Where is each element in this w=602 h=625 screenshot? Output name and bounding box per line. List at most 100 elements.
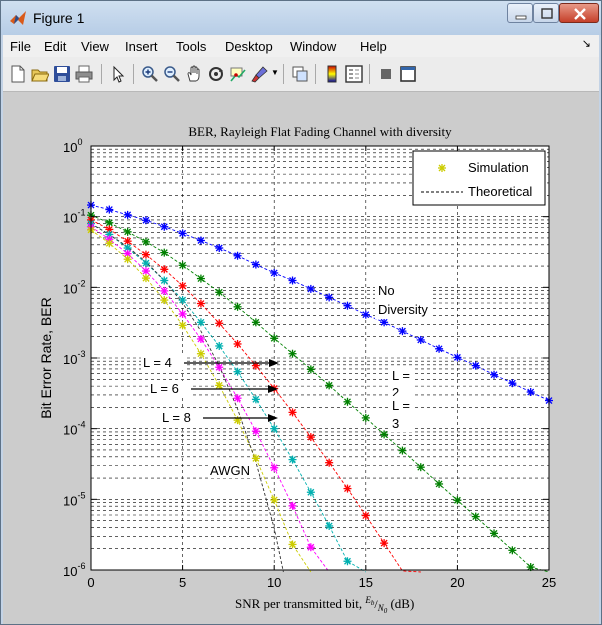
annotation-no-diversity-line1: No	[378, 283, 395, 298]
annotation-l8-arrowhead	[268, 414, 278, 422]
legend-simulation-marker	[438, 164, 446, 172]
marker-stroke	[160, 287, 168, 295]
toolbar-separator	[369, 64, 370, 84]
marker-stroke	[234, 340, 242, 348]
save-icon[interactable]	[53, 65, 71, 83]
marker-stroke	[453, 496, 461, 504]
title-bar[interactable]: Figure 1	[1, 1, 601, 35]
zoom-in-icon[interactable]	[141, 65, 159, 83]
marker-stroke	[234, 252, 242, 260]
marker-stroke	[160, 265, 168, 273]
annotation-l3-line2: 3	[392, 416, 399, 431]
data-point	[288, 276, 297, 285]
grid-lines	[91, 146, 549, 570]
marker-stroke	[307, 365, 315, 373]
marker-stroke	[124, 244, 132, 252]
marker-stroke	[270, 496, 278, 504]
matlab-logo-icon	[10, 11, 26, 25]
data-point	[196, 236, 205, 245]
theoretical-curve-0	[90, 204, 550, 401]
data-point	[105, 239, 114, 248]
data-point	[306, 543, 315, 552]
brush-dropdown-icon[interactable]: ▼	[271, 68, 279, 77]
data-point	[306, 365, 315, 374]
marker-stroke	[417, 336, 425, 344]
data-point	[270, 268, 279, 277]
menu-help[interactable]: Help	[360, 39, 387, 54]
axis-ticks: 0 5 10 15 20 25 100 10-1 10-2 10-3 10-4 10-5 10-6	[63, 137, 556, 590]
data-point	[508, 546, 517, 555]
annotation-l6-bg	[148, 381, 192, 397]
hide-plot-tools-icon[interactable]	[377, 65, 395, 83]
marker-stroke	[215, 244, 223, 252]
print-icon[interactable]	[75, 65, 93, 83]
marker-stroke	[197, 350, 205, 358]
x-tick-label: 15	[359, 575, 373, 590]
data-point	[361, 511, 370, 520]
marker-stroke	[490, 529, 498, 537]
marker-stroke	[105, 206, 113, 214]
new-figure-icon[interactable]	[9, 65, 27, 83]
legend-icon[interactable]	[345, 65, 363, 83]
marker-stroke	[289, 502, 296, 510]
marker-stroke	[289, 540, 296, 548]
link-plot-icon[interactable]	[291, 65, 309, 83]
annotation-l4-bg	[141, 354, 185, 370]
marker-stroke	[325, 459, 333, 467]
data-point	[196, 334, 205, 343]
x-tick-label: 10	[267, 575, 281, 590]
data-point	[141, 250, 150, 259]
zoom-out-icon[interactable]	[163, 65, 181, 83]
marker-stroke	[344, 557, 351, 565]
menu-window[interactable]: Window	[290, 39, 337, 54]
data-point	[215, 341, 224, 350]
marker-stroke	[344, 302, 351, 310]
annotation-l8-label: L = 8	[162, 410, 191, 425]
data-point	[178, 309, 187, 318]
data-point	[306, 433, 315, 442]
menu-file[interactable]: File	[10, 39, 31, 54]
minimize-button[interactable]	[507, 3, 533, 23]
colorbar-icon[interactable]	[323, 65, 341, 83]
pointer-icon[interactable]	[109, 65, 127, 83]
annotation-l6-arrowhead	[268, 385, 278, 393]
marker-stroke	[197, 300, 205, 307]
marker-stroke	[527, 563, 535, 571]
close-button[interactable]	[559, 3, 599, 23]
marker-stroke	[344, 485, 351, 493]
menu-desktop[interactable]: Desktop	[225, 39, 273, 54]
open-file-icon[interactable]	[31, 65, 49, 83]
x-axis-label-den: N	[377, 603, 385, 613]
menu-view[interactable]: View	[81, 39, 109, 54]
marker-stroke	[380, 318, 388, 326]
data-point	[435, 344, 444, 353]
maximize-button[interactable]	[533, 3, 559, 23]
data-point	[215, 319, 224, 328]
menu-tools[interactable]: Tools	[176, 39, 207, 54]
data-point	[288, 408, 297, 417]
marker-stroke	[435, 345, 443, 353]
pan-hand-icon[interactable]	[185, 65, 203, 83]
marker-stroke	[344, 398, 351, 406]
data-point	[233, 394, 242, 403]
chart-title: BER, Rayleigh Flat Fading Channel with d…	[188, 124, 452, 139]
brush-icon[interactable]	[251, 65, 269, 83]
show-plot-tools-icon[interactable]	[399, 65, 417, 83]
data-point	[325, 293, 334, 302]
marker-stroke	[270, 464, 278, 472]
menu-edit[interactable]: Edit	[44, 39, 67, 54]
marker-stroke	[160, 223, 168, 231]
rotate-3d-icon[interactable]	[207, 65, 225, 83]
data-point	[196, 318, 205, 327]
legend-simulation-label: Simulation	[468, 160, 529, 175]
legend[interactable]: Simulation Theoretical	[412, 150, 546, 206]
marker-stroke	[124, 255, 132, 263]
data-cursor-icon[interactable]	[229, 65, 247, 83]
menu-insert[interactable]: Insert	[125, 39, 158, 54]
dock-arrow-icon[interactable]: ↘	[581, 38, 591, 50]
data-point	[251, 260, 260, 269]
data-point	[270, 495, 279, 504]
marker-stroke	[325, 293, 333, 301]
annotation-l4-label: L = 4	[143, 355, 172, 370]
data-point	[251, 395, 260, 404]
